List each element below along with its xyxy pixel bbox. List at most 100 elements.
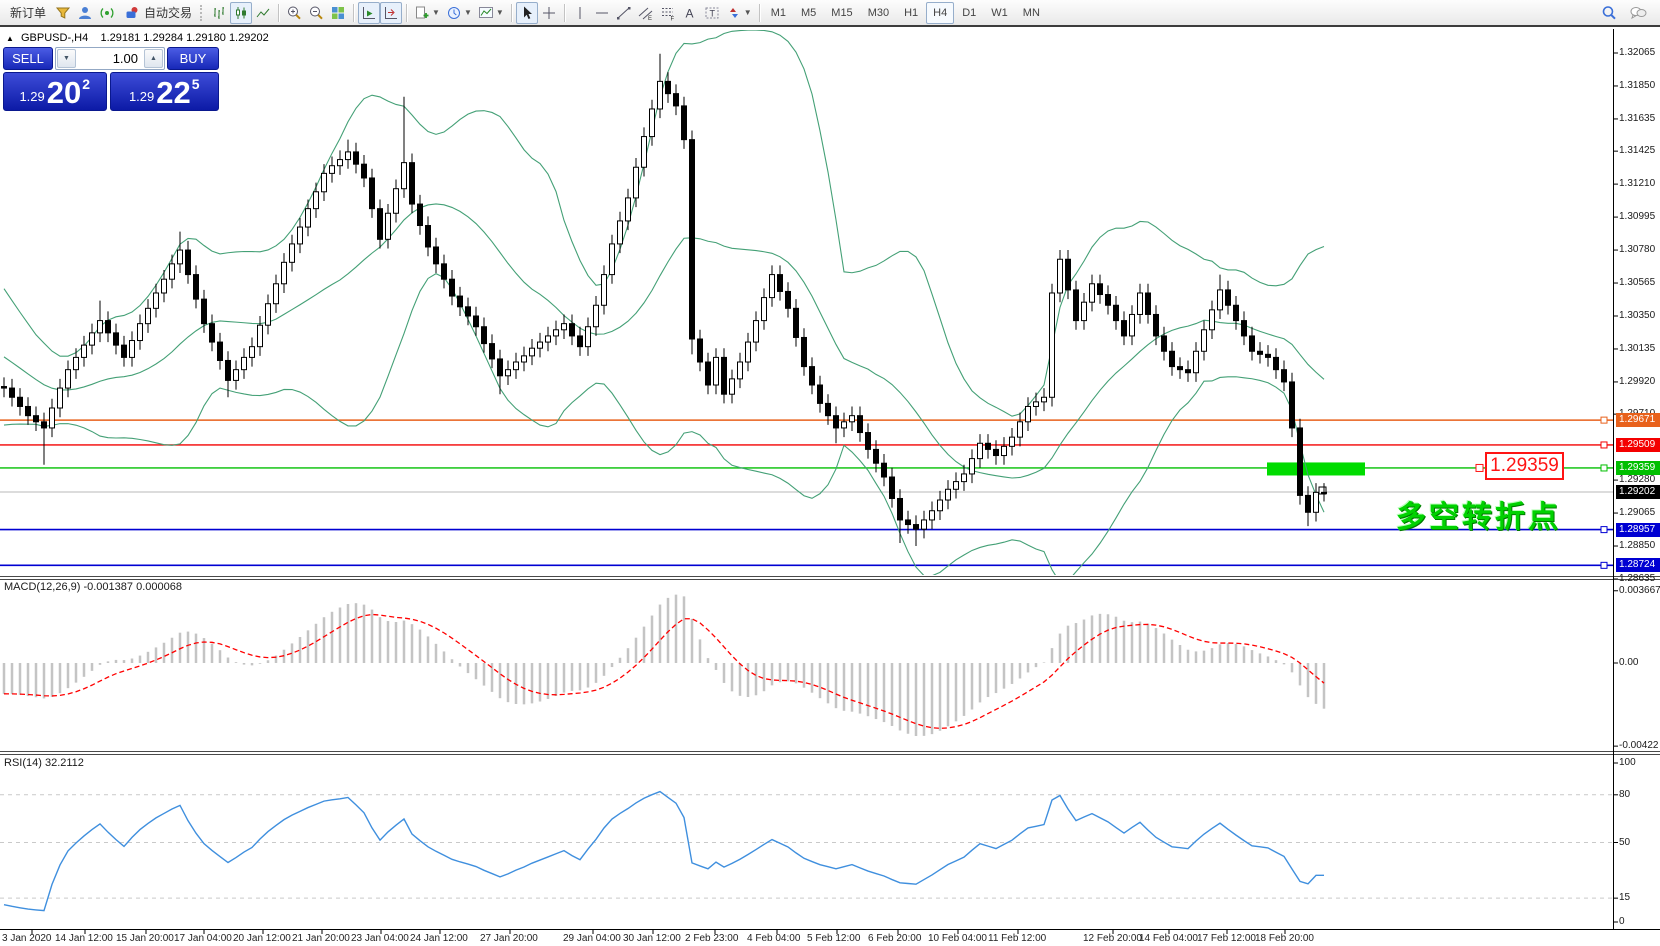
symbol-title: GBPUSD-,H4: [20, 32, 89, 44]
funnel-icon[interactable]: [52, 2, 74, 24]
x-axis-label: 18 Feb 20:00: [1255, 933, 1314, 944]
buy-price-box[interactable]: 1.29 22 5: [109, 72, 219, 111]
toolbar-separator: [758, 3, 760, 22]
zoom-in-button[interactable]: [283, 2, 305, 24]
x-axis-label: 14 Jan 12:00: [55, 933, 113, 944]
timeframe-H4[interactable]: H4: [926, 1, 955, 24]
timeframe-M5[interactable]: M5: [801, 6, 817, 19]
turning-point-annotation[interactable]: 多空转折点: [1396, 501, 1561, 534]
new-order-button[interactable]: 新订单: [4, 2, 52, 24]
timeframe-H1[interactable]: H1: [904, 6, 919, 19]
y-axis-label: 1.28850: [1619, 540, 1656, 552]
x-axis-label: 27 Jan 20:00: [480, 933, 538, 944]
sell-price-box[interactable]: 1.29 20 2: [3, 72, 107, 111]
timeframe-M1[interactable]: M1: [770, 6, 786, 19]
indicators-dropdown[interactable]: ▼: [475, 2, 507, 24]
volume-increase-button[interactable]: ▲: [144, 49, 163, 68]
autotrading-button[interactable]: 自动交易: [118, 2, 198, 24]
x-axis-label: 10 Feb 04:00: [928, 933, 987, 944]
x-axis-label: 11 Feb 12:00: [988, 933, 1047, 944]
crosshair-button[interactable]: [538, 2, 560, 24]
x-axis-label: 3 Jan 2020: [2, 933, 52, 944]
horizontal-line-button[interactable]: [591, 2, 613, 24]
profiles-dropdown[interactable]: ▼: [443, 2, 475, 24]
panel-divider-rsi[interactable]: [0, 751, 1660, 755]
autoscroll-button[interactable]: [358, 1, 381, 24]
macd-label: MACD(12,26,9) -0.001387 0.000068: [4, 581, 182, 593]
y-axis-label: 1.32065: [1619, 47, 1656, 58]
svg-text:F: F: [670, 16, 674, 21]
y-axis-label: 1.31210: [1619, 178, 1656, 190]
x-axis-label: 17 Jan 04:00: [174, 933, 232, 944]
y-axis-label: 1.31635: [1619, 112, 1656, 124]
new-order-label: 新订单: [10, 6, 47, 20]
x-axis-label: 2 Feb 23:00: [685, 933, 739, 944]
zoom-out-button[interactable]: [305, 2, 327, 24]
rsi-line: [3, 790, 1324, 912]
vertical-line-button[interactable]: [569, 2, 591, 24]
timeframe-M15[interactable]: M15: [831, 6, 853, 19]
x-axis-label: 21 Jan 20:00: [292, 933, 350, 944]
line-chart-button[interactable]: [252, 2, 274, 24]
text-label-button[interactable]: T: [701, 2, 723, 24]
equidistant-channel-button[interactable]: E: [635, 2, 657, 24]
buy-price-small: 1.29: [128, 89, 155, 104]
bar-chart-button[interactable]: [208, 2, 230, 24]
volume-value[interactable]: 1.00: [112, 51, 138, 66]
y-axis-label: 1.28635: [1619, 572, 1656, 584]
price-callout-label[interactable]: 1.29359: [1485, 452, 1564, 480]
sell-button[interactable]: SELL: [3, 47, 53, 70]
arrows-dropdown[interactable]: ▼: [723, 2, 755, 24]
y-axis-label: 1.29920: [1619, 375, 1656, 387]
price-tag: 1.28724: [1616, 558, 1660, 573]
chart-shift-button[interactable]: [380, 1, 403, 24]
fibonacci-button[interactable]: F: [657, 2, 679, 24]
x-axis-label: 30 Jan 12:00: [623, 933, 681, 944]
y-axis-label: 1.30135: [1619, 342, 1656, 354]
toolbar-separator: [510, 3, 512, 22]
signals-icon[interactable]: [96, 2, 118, 24]
tile-windows-button[interactable]: [327, 2, 349, 24]
sell-price-sup: 2: [82, 76, 91, 92]
y-axis-label: 1.30995: [1619, 211, 1656, 223]
macd-scale-label: 0.00: [1619, 657, 1639, 668]
svg-text:A: A: [685, 6, 693, 20]
rsi-scale-label: 80: [1619, 788, 1631, 800]
macd-scale-label: -0.00422: [1619, 740, 1659, 752]
x-axis-label: 24 Jan 12:00: [410, 933, 468, 944]
price-tag: 1.29509: [1616, 437, 1660, 452]
trendline-button[interactable]: [613, 2, 635, 24]
timeframe-D1[interactable]: D1: [962, 6, 977, 19]
candlestick-chart-button[interactable]: [230, 1, 253, 24]
x-axis-label: 23 Jan 04:00: [351, 933, 409, 944]
buy-price-big: 22: [156, 75, 191, 110]
timeframe-W1[interactable]: W1: [991, 6, 1008, 19]
cursor-button[interactable]: [515, 1, 538, 24]
main-toolbar: 新订单 自动交易 ▼ ▼: [0, 0, 1660, 27]
x-axis-label: 12 Feb 20:00: [1083, 933, 1142, 944]
text-button[interactable]: A: [679, 2, 701, 24]
toolbar-separator: [406, 3, 408, 22]
timeframe-MN[interactable]: MN: [1022, 6, 1040, 19]
svg-text:T: T: [709, 8, 715, 18]
buy-button[interactable]: BUY: [167, 47, 219, 70]
x-axis-label: 15 Jan 20:00: [116, 933, 174, 944]
timeframe-M30[interactable]: M30: [867, 6, 890, 19]
candles: [1, 53, 1327, 547]
new-chart-dropdown[interactable]: ▼: [411, 2, 443, 24]
x-axis-label: 17 Feb 12:00: [1197, 933, 1256, 944]
x-axis-label: 6 Feb 20:00: [868, 933, 922, 944]
volume-decrease-button[interactable]: ▼: [57, 49, 76, 68]
sell-price-small: 1.29: [19, 89, 45, 104]
bollinger-band: [3, 203, 1325, 479]
chat-icon[interactable]: [1626, 2, 1650, 24]
y-axis-label: 1.31850: [1619, 79, 1656, 91]
x-axis-line: [0, 929, 1660, 930]
panel-divider-macd[interactable]: [0, 576, 1660, 580]
search-icon[interactable]: [1598, 2, 1620, 24]
rsi-scale-label: 50: [1619, 836, 1631, 848]
price-tag: 1.29671: [1616, 413, 1660, 428]
buy-button-label: BUY: [179, 51, 207, 66]
mql5-community-icon[interactable]: [74, 2, 96, 24]
